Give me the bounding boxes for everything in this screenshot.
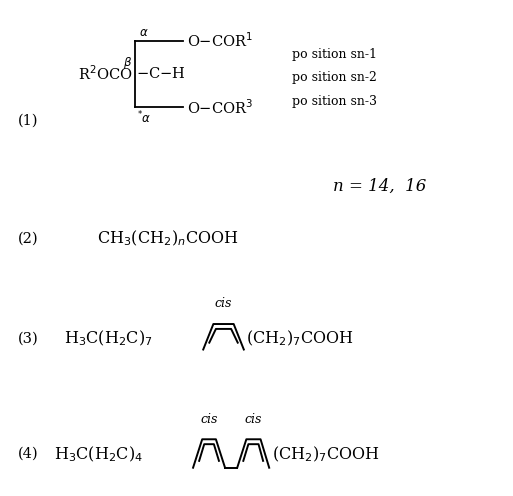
Text: $-$C$-$H: $-$C$-$H xyxy=(136,66,186,81)
Text: (2): (2) xyxy=(18,231,38,245)
Text: (1): (1) xyxy=(18,114,38,127)
Text: H$_3$C(H$_2$C)$_7$: H$_3$C(H$_2$C)$_7$ xyxy=(64,329,152,348)
Text: po sition sn-1: po sition sn-1 xyxy=(292,48,377,61)
Text: (CH$_2$)$_7$COOH: (CH$_2$)$_7$COOH xyxy=(272,444,380,464)
Text: cis: cis xyxy=(201,413,218,426)
Text: $\beta$: $\beta$ xyxy=(123,56,132,71)
Text: R$^2$OCO: R$^2$OCO xyxy=(77,64,132,83)
Text: cis: cis xyxy=(215,297,232,310)
Text: H$_3$C(H$_2$C)$_4$: H$_3$C(H$_2$C)$_4$ xyxy=(53,444,143,464)
Text: CH$_3$(CH$_2$)$_n$COOH: CH$_3$(CH$_2$)$_n$COOH xyxy=(96,229,238,248)
Text: po sition sn-2: po sition sn-2 xyxy=(292,71,377,84)
Text: (CH$_2$)$_7$COOH: (CH$_2$)$_7$COOH xyxy=(246,329,354,348)
Text: (3): (3) xyxy=(18,332,39,346)
Text: $\alpha$: $\alpha$ xyxy=(139,26,148,39)
Text: cis: cis xyxy=(245,413,262,426)
Text: po sition sn-3: po sition sn-3 xyxy=(292,95,377,108)
Text: O$-$COR$^3$: O$-$COR$^3$ xyxy=(187,98,253,117)
Text: n = 14,  16: n = 14, 16 xyxy=(332,178,426,195)
Text: (4): (4) xyxy=(18,447,38,461)
Text: O$-$COR$^1$: O$-$COR$^1$ xyxy=(187,31,253,50)
Text: $^*\!\alpha$: $^*\!\alpha$ xyxy=(136,109,152,126)
